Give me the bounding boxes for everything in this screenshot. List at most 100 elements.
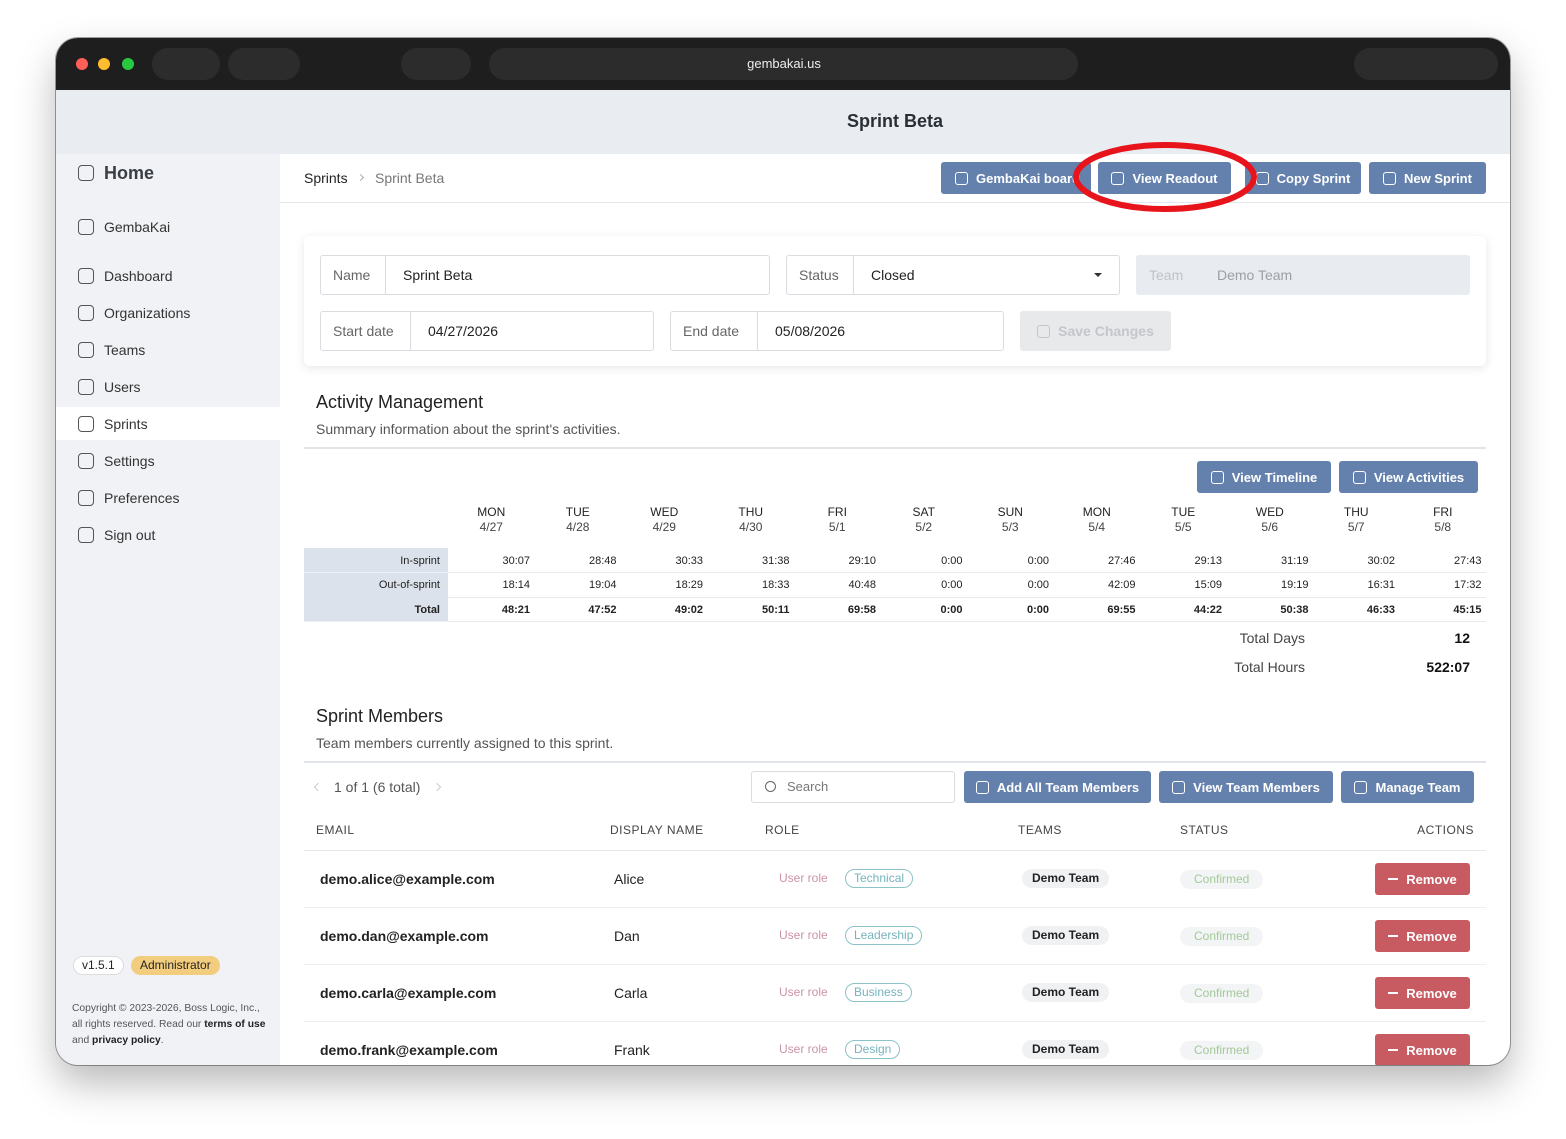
cell: 15:09 — [1194, 579, 1222, 591]
nav-item[interactable]: Sign out — [104, 527, 156, 543]
display-name: Alice — [614, 871, 645, 887]
nav-item[interactable]: Sprints — [104, 416, 148, 432]
breadcrumb-bar — [280, 154, 1510, 203]
cell: 0:00 — [941, 554, 963, 567]
toolbar-button[interactable]: New Sprint — [1369, 162, 1486, 194]
field-label: End date — [683, 323, 740, 339]
button-label: Remove — [1406, 928, 1457, 944]
day-date: 4/27 — [479, 520, 503, 534]
nav-item[interactable]: Users — [104, 379, 141, 395]
action-button[interactable]: View Timeline — [1197, 461, 1331, 493]
toolbar-button[interactable]: GembaKai board — [941, 162, 1091, 194]
nav-item[interactable]: Dashboard — [104, 268, 173, 284]
address-bar — [489, 48, 1078, 80]
nav-icon — [78, 527, 94, 543]
breadcrumb[interactable]: Sprints — [304, 170, 348, 186]
status-tag: Confirmed — [1180, 983, 1264, 1003]
field-value[interactable]: 04/27/2026 — [428, 323, 499, 339]
cell: 27:43 — [1453, 554, 1482, 567]
role-tag: Design — [845, 1039, 901, 1059]
cell: 27:46 — [1107, 554, 1136, 567]
search-box[interactable] — [751, 771, 955, 803]
field-label: Team — [1149, 267, 1184, 283]
field-value: Demo Team — [1217, 267, 1293, 283]
cell: 28:48 — [588, 554, 617, 567]
field-label: Start date — [333, 323, 394, 339]
remove-button[interactable]: Remove — [1375, 863, 1470, 895]
day-name: WED — [650, 505, 679, 519]
nav-item[interactable]: Organizations — [104, 305, 191, 321]
action-button[interactable]: View Team Members — [1159, 771, 1333, 803]
nav-icon — [78, 453, 94, 469]
cell: 31:38 — [761, 554, 790, 567]
input-field — [320, 255, 770, 295]
column-header: TEAMS — [1018, 823, 1062, 837]
icon — [975, 780, 989, 794]
team-tag: Demo Team — [1022, 982, 1110, 1002]
cell: 31:19 — [1280, 554, 1309, 567]
section-subtitle: Summary information about the sprint's a… — [316, 421, 621, 437]
url: gembakai.us — [747, 56, 821, 71]
day-date: 5/5 — [1174, 520, 1192, 534]
window-control — [76, 58, 88, 70]
total-value: 522:07 — [1426, 659, 1470, 675]
row-label: Total — [414, 603, 440, 616]
day-date: 5/6 — [1261, 520, 1279, 534]
input-field — [320, 311, 654, 351]
field-value[interactable]: Closed — [871, 267, 915, 283]
icon — [1388, 992, 1399, 994]
row-label: Out-of-sprint — [378, 579, 440, 591]
nav-item[interactable]: Settings — [104, 453, 155, 469]
prev-page[interactable] — [313, 782, 323, 792]
nav-item[interactable]: GembaKai — [104, 219, 171, 235]
action-button[interactable]: Manage Team — [1341, 771, 1474, 803]
next-page[interactable] — [432, 782, 442, 792]
nav-item[interactable]: Preferences — [104, 490, 180, 506]
nav-icon — [78, 219, 94, 235]
action-button[interactable]: View Activities — [1339, 461, 1478, 493]
save-button[interactable]: Save Changes — [1020, 311, 1171, 351]
divider — [304, 850, 1486, 851]
action-button[interactable]: Add All Team Members — [964, 771, 1151, 803]
role-tag: User role — [779, 1042, 828, 1056]
cell: 30:02 — [1367, 554, 1395, 567]
field-value[interactable]: 05/08/2026 — [775, 323, 846, 339]
day-date: 5/1 — [828, 520, 846, 534]
display-name: Dan — [614, 928, 640, 944]
cell: 69:55 — [1107, 603, 1136, 616]
dropdown-caret — [1094, 273, 1102, 277]
remove-button[interactable]: Remove — [1375, 977, 1470, 1009]
cell: 18:14 — [502, 579, 530, 591]
field-value[interactable]: Sprint Beta — [403, 267, 473, 283]
nav-item[interactable]: Home — [104, 163, 155, 183]
copyright-text: terms of use — [204, 1019, 266, 1030]
day-date: 4/30 — [739, 520, 763, 534]
day-name: FRI — [827, 505, 847, 519]
row-divider — [304, 907, 1486, 908]
day-date: 5/2 — [915, 520, 933, 534]
button-label: New Sprint — [1404, 170, 1472, 186]
day-date: 4/28 — [566, 520, 590, 534]
remove-button[interactable]: Remove — [1375, 920, 1470, 952]
table-row — [304, 573, 1486, 598]
row-header — [304, 548, 448, 573]
cell: 29:10 — [848, 554, 876, 567]
search-placeholder: Search — [787, 779, 829, 794]
nav-item[interactable]: Teams — [104, 342, 146, 358]
sidebar-toggle — [152, 48, 220, 80]
nav-buttons — [228, 48, 300, 80]
role-tag: Business — [845, 982, 912, 1002]
remove-button[interactable]: Remove — [1375, 1034, 1470, 1065]
cell: 0:00 — [940, 603, 963, 616]
icon — [1352, 470, 1366, 484]
window-control — [122, 58, 134, 70]
toolbar-button[interactable]: Copy Sprint — [1245, 162, 1361, 194]
input-divider — [757, 311, 758, 351]
icon — [1037, 324, 1051, 338]
toolbar-button[interactable]: View Readout — [1098, 162, 1231, 194]
divider — [304, 447, 1486, 449]
day-date: 5/3 — [1001, 520, 1019, 534]
team-tag: Demo Team — [1022, 1039, 1110, 1059]
status-tag: Confirmed — [1180, 926, 1264, 946]
nav-icon — [78, 490, 94, 506]
